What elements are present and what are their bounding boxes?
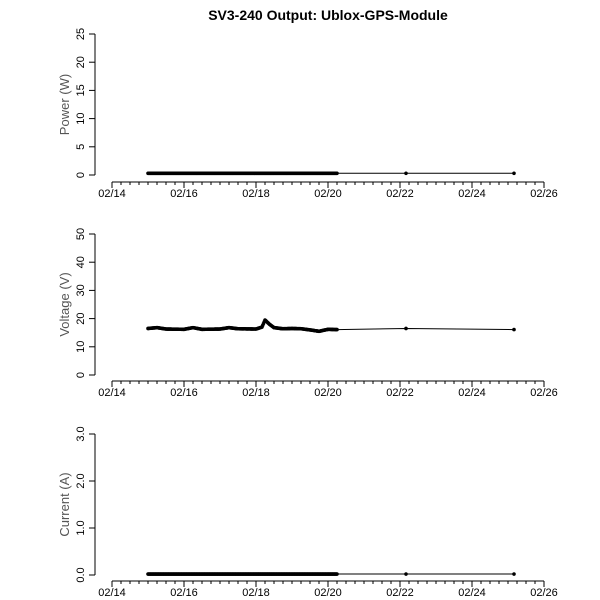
x-tick-label: 02/24 — [458, 188, 486, 200]
data-point — [335, 327, 339, 332]
y-tick-label: 0 — [75, 372, 87, 378]
y-tick-label: 20 — [75, 56, 87, 68]
x-tick-label: 02/14 — [98, 188, 126, 200]
x-tick-label: 02/24 — [458, 587, 486, 599]
data-point — [512, 171, 516, 176]
data-point — [512, 327, 516, 332]
x-tick-label: 02/20 — [314, 188, 342, 200]
data-point — [512, 572, 516, 576]
data-point — [404, 326, 408, 331]
data-point — [404, 171, 408, 176]
x-tick-label: 02/16 — [170, 188, 198, 200]
x-tick-label: 02/18 — [242, 188, 270, 200]
x-tick-label: 02/22 — [386, 587, 414, 599]
y-axis-label: Power (W) — [57, 74, 72, 135]
y-tick-label: 10 — [75, 341, 87, 353]
x-tick-label: 02/14 — [98, 387, 126, 399]
y-axis-label: Current (A) — [57, 472, 72, 536]
y-tick-label: 5 — [75, 144, 87, 150]
x-tick-label: 02/22 — [386, 188, 414, 200]
data-point — [404, 572, 408, 576]
x-tick-label: 02/22 — [386, 387, 414, 399]
panel-1: 0 5 10 15 20 25 Power (W) 02/14 02/16 02/18 02/20 0… — [57, 28, 558, 200]
x-tick-label: 02/24 — [458, 387, 486, 399]
x-tick-label: 02/26 — [530, 188, 558, 200]
y-tick-label: 20 — [75, 312, 87, 324]
x-tick-label: 02/16 — [170, 387, 198, 399]
panel-2: 0 10 20 30 40 50 Voltage (V) 02/14 02/16 02/18 02/… — [57, 228, 558, 399]
y-tick-label: 10 — [75, 112, 87, 124]
data-point — [335, 171, 339, 176]
y-tick-label: 1.0 — [75, 520, 87, 535]
x-tick-label: 02/14 — [98, 587, 126, 599]
y-tick-label: 2.0 — [75, 473, 87, 488]
panel-3: 0.0 1.0 2.0 3.0 Current (A) 02/14 02/16 02/18 02… — [57, 426, 558, 599]
x-tick-label: 02/20 — [314, 587, 342, 599]
x-tick-label: 02/20 — [314, 387, 342, 399]
y-tick-label: 3.0 — [75, 426, 87, 441]
y-tick-label: 15 — [75, 84, 87, 96]
x-tick-label: 02/18 — [242, 587, 270, 599]
y-tick-label: 50 — [75, 228, 87, 240]
y-axis-label: Voltage (V) — [57, 272, 72, 336]
x-tick-label: 02/16 — [170, 587, 198, 599]
y-tick-label: 40 — [75, 256, 87, 268]
y-tick-label: 0.0 — [75, 567, 87, 582]
x-tick-label: 02/18 — [242, 387, 270, 399]
chart-title: SV3-240 Output: Ublox-GPS-Module — [208, 7, 448, 23]
x-tick-label: 02/26 — [530, 587, 558, 599]
y-tick-label: 0 — [75, 172, 87, 178]
data-point — [335, 572, 339, 576]
y-tick-label: 25 — [75, 28, 87, 40]
x-tick-label: 02/26 — [530, 387, 558, 399]
y-tick-label: 30 — [75, 284, 87, 296]
